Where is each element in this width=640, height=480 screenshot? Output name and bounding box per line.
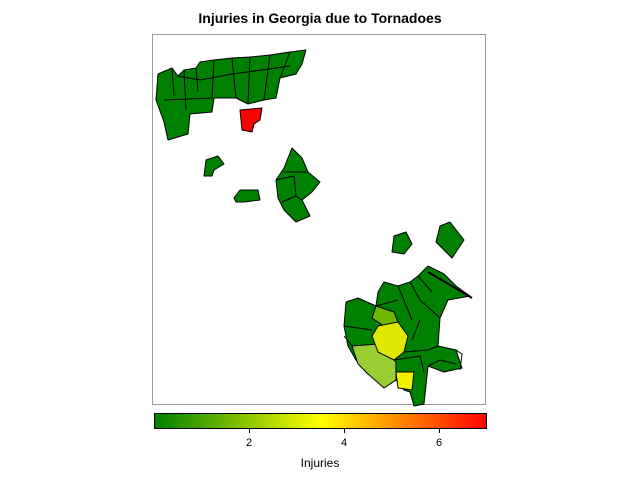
- legend-tick-label: 4: [340, 437, 348, 449]
- county-region: [203, 155, 225, 177]
- county-region: [233, 189, 261, 203]
- county-region: [275, 147, 321, 223]
- county-region[interactable]: [395, 371, 415, 391]
- county-region: [391, 231, 413, 255]
- county-region: [155, 49, 307, 141]
- county-region[interactable]: [239, 107, 263, 133]
- map-frame: [152, 34, 486, 405]
- county-region: [435, 221, 465, 259]
- legend-title: Injuries: [300, 456, 340, 470]
- color-legend-bar: [154, 413, 487, 429]
- legend-tick: [439, 429, 440, 433]
- county-region[interactable]: [371, 321, 409, 361]
- legend-tick-label: 2: [245, 437, 253, 449]
- legend-tick: [344, 429, 345, 433]
- legend-tick-label: 6: [435, 437, 443, 449]
- map-title: Injuries in Georgia due to Tornadoes: [198, 10, 442, 26]
- legend-tick: [249, 429, 250, 433]
